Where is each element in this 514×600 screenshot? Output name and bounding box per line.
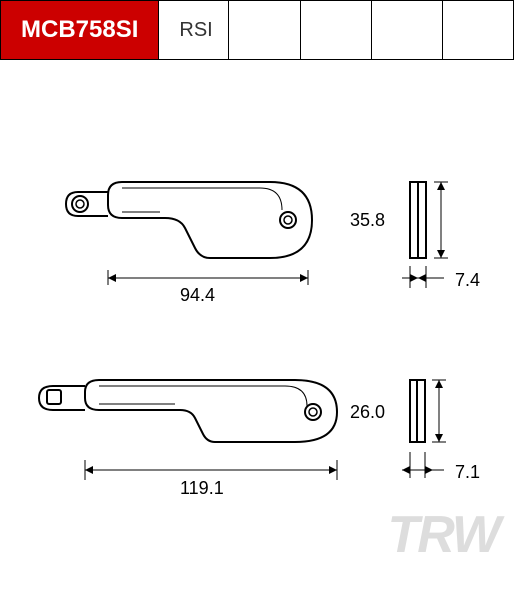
header-empty-cell xyxy=(301,1,372,59)
pad2-width-label: 119.1 xyxy=(180,478,224,499)
technical-drawing: 35.8 94.4 7.4 26.0 119.1 7.1 TRW xyxy=(0,60,514,580)
header-empty-cell xyxy=(229,1,300,59)
pad1-height-label: 35.8 xyxy=(350,210,385,231)
pad2-side-view xyxy=(400,370,470,520)
header-empty-cell xyxy=(443,1,513,59)
pad1-width-label: 94.4 xyxy=(180,285,215,306)
variant-cell: RSI xyxy=(159,1,229,59)
part-number-cell: MCB758SI xyxy=(1,1,159,59)
pad2-thickness-label: 7.1 xyxy=(455,462,480,483)
pad2-height-label: 26.0 xyxy=(350,402,385,423)
pad1-thickness-label: 7.4 xyxy=(455,270,480,291)
header-row: MCB758SI RSI xyxy=(0,0,514,60)
header-empty-cell xyxy=(372,1,443,59)
brand-logo: TRW xyxy=(388,505,499,565)
